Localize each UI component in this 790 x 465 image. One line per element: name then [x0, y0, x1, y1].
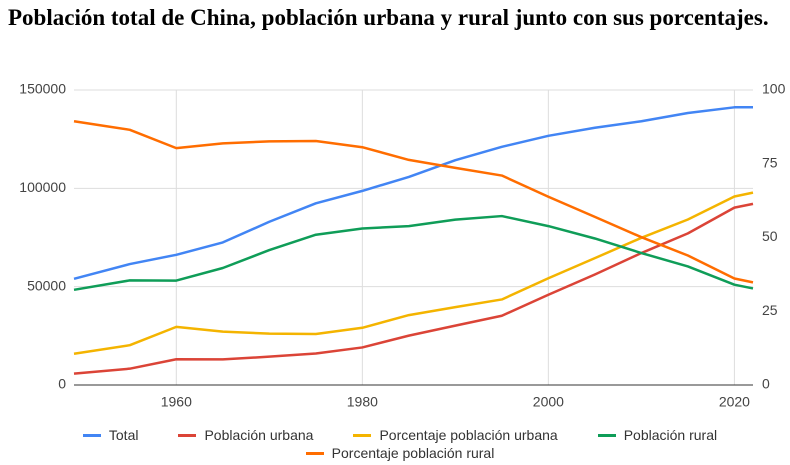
series-line [73, 202, 754, 375]
legend-item: Población rural [597, 427, 718, 443]
legend-item: Población urbana [178, 427, 313, 443]
legend-swatch [178, 433, 197, 437]
series-line [73, 191, 754, 355]
legend-label: Porcentaje población rural [331, 445, 495, 461]
series-line [73, 106, 753, 281]
y2-tick-label: 75 [762, 154, 778, 170]
y-tick-label: 150000 [19, 81, 66, 97]
x-tick-label: 2000 [533, 394, 564, 410]
x-tick-label: 2020 [719, 394, 750, 410]
y-tick-label: 100000 [19, 179, 66, 195]
legend: Total Población urbana Porcentaje població… [20, 427, 780, 461]
chart-title: Población total de China, población urba… [8, 5, 769, 30]
legend-item: Porcentaje población urbana [353, 427, 558, 443]
y2-tick-label: 100 [762, 81, 786, 97]
legend-label: Total [108, 427, 139, 443]
x-tick-label: 1980 [347, 394, 378, 410]
legend-swatch [353, 433, 372, 437]
legend-item: Total [82, 427, 139, 443]
x-tick-label: 1960 [161, 394, 192, 410]
legend-swatch [597, 433, 616, 437]
legend-swatch [82, 433, 101, 437]
legend-label: Porcentaje población urbana [379, 427, 558, 443]
legend-label: Población rural [623, 427, 718, 443]
y-tick-label: 0 [58, 376, 66, 392]
y2-tick-label: 0 [762, 376, 770, 392]
series-line [73, 120, 754, 284]
legend-item: Porcentaje población rural [305, 445, 495, 461]
y2-tick-label: 50 [762, 228, 778, 244]
series-line [73, 214, 754, 292]
legend-label: Población urbana [204, 427, 314, 443]
y-tick-label: 50000 [27, 277, 66, 293]
y2-tick-label: 25 [762, 302, 778, 318]
chart: 0 50000 100000 150000 0 25 50 75 100 1960 1980 2000… [19, 81, 786, 410]
legend-swatch [305, 451, 324, 455]
